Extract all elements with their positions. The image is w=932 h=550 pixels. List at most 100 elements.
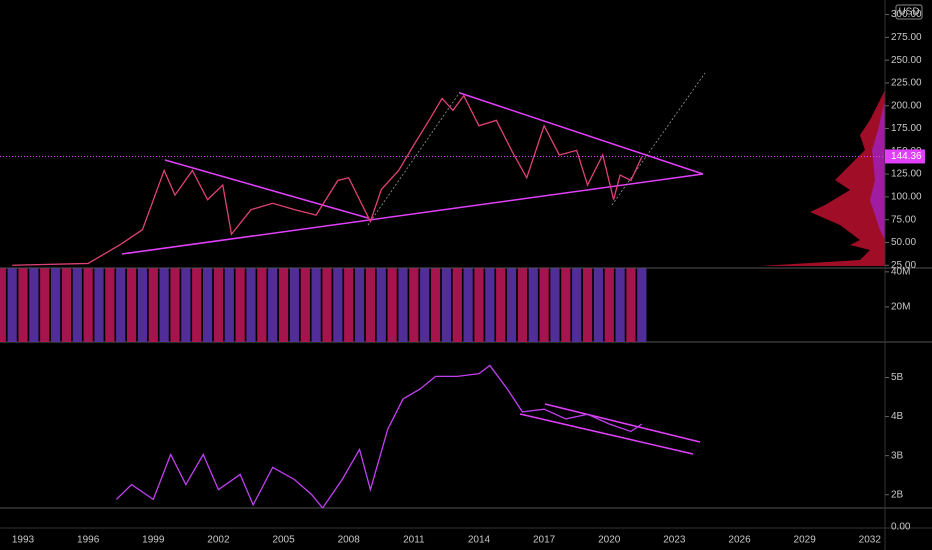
volume-bar bbox=[637, 268, 647, 342]
volume-bar bbox=[137, 268, 148, 342]
line bbox=[115, 364, 643, 508]
x-tick-label: 2020 bbox=[598, 535, 621, 546]
volume-bar bbox=[278, 268, 289, 342]
volume-bar bbox=[83, 268, 93, 342]
pane bbox=[0, 268, 647, 342]
x-tick-label: 2002 bbox=[207, 535, 230, 546]
volume-bar bbox=[148, 268, 158, 342]
volume-bar bbox=[18, 268, 28, 342]
x-tick-label: 2017 bbox=[533, 535, 556, 546]
volume-bar bbox=[0, 268, 6, 342]
volume-bar bbox=[235, 268, 245, 342]
x-tick-label: 1996 bbox=[77, 535, 100, 546]
volume-bar bbox=[604, 268, 614, 342]
projection bbox=[367, 91, 461, 226]
line bbox=[12, 94, 643, 266]
volume-bar bbox=[72, 268, 82, 342]
trend-lines bbox=[121, 72, 706, 455]
x-tick-label: 2032 bbox=[859, 535, 882, 546]
pane bbox=[115, 364, 643, 508]
volume-bar bbox=[29, 268, 39, 342]
volume-bar bbox=[626, 268, 636, 342]
volume-bar bbox=[463, 268, 473, 342]
y-tick-label: 275.00 bbox=[891, 32, 922, 43]
x-tick-label: 2011 bbox=[403, 535, 425, 546]
currency: USD bbox=[898, 7, 919, 18]
volume-bar bbox=[452, 268, 462, 342]
volume-bar bbox=[528, 268, 538, 342]
y-tick-label: 300.00 bbox=[891, 9, 922, 20]
currency-box[interactable] bbox=[895, 4, 923, 20]
x-tick-label: 1999 bbox=[142, 535, 165, 546]
trend-line bbox=[121, 173, 704, 255]
y-tick-label: 3B bbox=[891, 450, 904, 461]
volume-bar bbox=[474, 268, 484, 342]
volume-bar bbox=[300, 268, 310, 342]
volume-bar bbox=[496, 268, 506, 342]
volume-bar bbox=[333, 268, 343, 342]
y-tick-label: 75.00 bbox=[891, 214, 916, 225]
volume-bar bbox=[50, 268, 61, 342]
scale-label: 0.00 bbox=[891, 522, 911, 533]
y-tick-label: 175.00 bbox=[891, 123, 922, 134]
volume-bar bbox=[409, 268, 419, 342]
volume-bar bbox=[213, 268, 224, 342]
volume-bar bbox=[582, 268, 593, 342]
last-price-label: 144.36 bbox=[891, 151, 922, 162]
volume-bar bbox=[365, 268, 376, 342]
trend-line bbox=[519, 413, 694, 455]
volume-bar bbox=[485, 268, 495, 342]
y-tick-label: 50.00 bbox=[891, 237, 916, 248]
volume-bar bbox=[593, 268, 604, 342]
y-tick-label: 5B bbox=[891, 372, 904, 383]
volume-bar bbox=[615, 268, 625, 342]
volume-bar bbox=[539, 268, 549, 342]
volume-profile bbox=[870, 100, 885, 240]
trend-line bbox=[459, 92, 704, 175]
volume-bar bbox=[517, 268, 528, 342]
x-tick-label: 2005 bbox=[272, 535, 295, 546]
volume-bar bbox=[398, 268, 408, 342]
volume-bar bbox=[192, 268, 202, 342]
volume-bar bbox=[376, 268, 386, 342]
volume-bar bbox=[354, 268, 365, 342]
volume-bar bbox=[550, 268, 560, 342]
y-tick-label: 250.00 bbox=[891, 55, 922, 66]
y-tick-label: 40M bbox=[891, 266, 910, 277]
volume-bar bbox=[170, 268, 180, 342]
pane bbox=[12, 94, 643, 266]
y-tick-label: 125.00 bbox=[891, 169, 922, 180]
volume-bar bbox=[430, 268, 441, 342]
y-tick-label: 225.00 bbox=[891, 78, 922, 89]
y-tick-label: 100.00 bbox=[891, 192, 922, 203]
volume-profile bbox=[760, 90, 885, 266]
volume-bar bbox=[94, 268, 104, 342]
y-tick-label: 200.00 bbox=[891, 100, 922, 111]
volume-bar bbox=[322, 268, 332, 342]
volume-bar bbox=[40, 268, 50, 342]
x-tick-label: 2023 bbox=[663, 535, 686, 546]
volume-bar bbox=[202, 268, 213, 342]
volume-bar bbox=[572, 268, 582, 342]
volume-bar bbox=[441, 268, 452, 342]
volume-bar bbox=[116, 268, 126, 342]
volume-bar bbox=[289, 268, 300, 342]
volume-bar bbox=[181, 268, 191, 342]
volume-bar bbox=[61, 268, 72, 342]
volume-bar bbox=[246, 268, 256, 342]
volume-bar bbox=[257, 268, 267, 342]
volume-bar bbox=[561, 268, 571, 342]
x-tick-label: 2014 bbox=[468, 535, 491, 546]
volume-bar bbox=[311, 268, 321, 342]
volume-bar bbox=[387, 268, 397, 342]
x-tick-label: 2026 bbox=[728, 535, 751, 546]
last-price-box bbox=[885, 149, 925, 164]
y-tick-label: 25.00 bbox=[891, 260, 916, 271]
volume-bar bbox=[7, 268, 17, 342]
volume-bar bbox=[105, 268, 115, 342]
y-tick-label: 4B bbox=[891, 411, 904, 422]
volume-bar bbox=[159, 268, 169, 342]
x-tick-label: 2029 bbox=[794, 535, 817, 546]
